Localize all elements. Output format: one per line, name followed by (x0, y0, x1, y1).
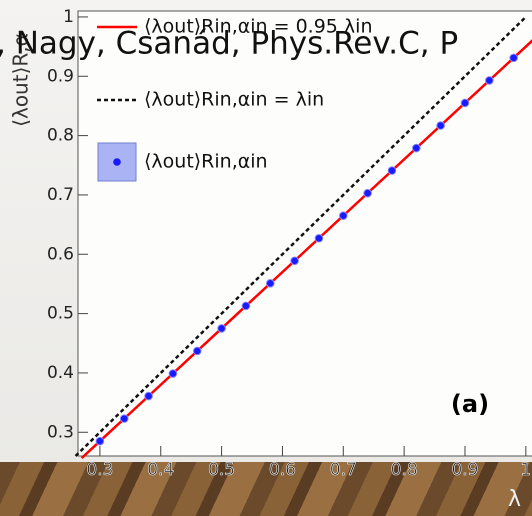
x-tick-label: 0.7 (330, 460, 357, 480)
data-point (436, 121, 445, 130)
x-tick-label: 0.3 (86, 460, 113, 480)
y-tick-label: 0.4 (47, 363, 74, 383)
data-point (168, 369, 178, 378)
data-point (509, 53, 518, 63)
panel-label: (a) (451, 390, 489, 418)
y-axis-label: ⟨λout⟩R,α (9, 33, 33, 127)
data-point (241, 301, 251, 311)
y-tick-label: 0.5 (47, 304, 74, 324)
y-tick-label: 0.3 (47, 422, 74, 442)
y-tick-label: 0.6 (47, 244, 74, 264)
y-tick-label: 0.8 (47, 126, 74, 146)
data-point (192, 346, 202, 356)
data-point (338, 211, 348, 220)
data-point (119, 414, 129, 423)
data-point (265, 279, 275, 288)
data-point (387, 166, 397, 175)
x-tick-label: 0.4 (147, 460, 174, 480)
legend-label: ⟨λout⟩Rin,αin = 0.95 λin (144, 16, 373, 38)
x-tick-label: 1 (520, 460, 531, 480)
wood-floor (0, 462, 532, 516)
data-point (363, 188, 372, 198)
data-point (95, 436, 105, 446)
legend-label: ⟨λout⟩Rin,αin = λin (144, 89, 324, 111)
data-point (485, 76, 494, 85)
data-point (290, 256, 299, 266)
legend-swatch (113, 158, 121, 166)
y-tick-label: 1 (63, 7, 74, 27)
legend-label: ⟨λout⟩Rin,αin (144, 151, 268, 173)
plot-frame (77, 10, 532, 457)
y-tick-label: 0.7 (47, 185, 74, 205)
x-tick-label: 0.9 (451, 460, 478, 480)
data-point (217, 324, 226, 333)
x-tick-label: 0.5 (208, 460, 235, 480)
overlay-title: , Nagy, Csanád, Phys.Rev.C, P (0, 26, 458, 62)
y-tick-label: 0.9 (47, 66, 74, 86)
data-point (460, 98, 470, 108)
x-axis-label: λ (508, 487, 521, 512)
data-point (412, 143, 421, 153)
x-tick-label: 0.6 (269, 460, 296, 480)
data-point (314, 233, 324, 243)
data-point (144, 391, 153, 401)
x-tick-label: 0.8 (391, 460, 418, 480)
